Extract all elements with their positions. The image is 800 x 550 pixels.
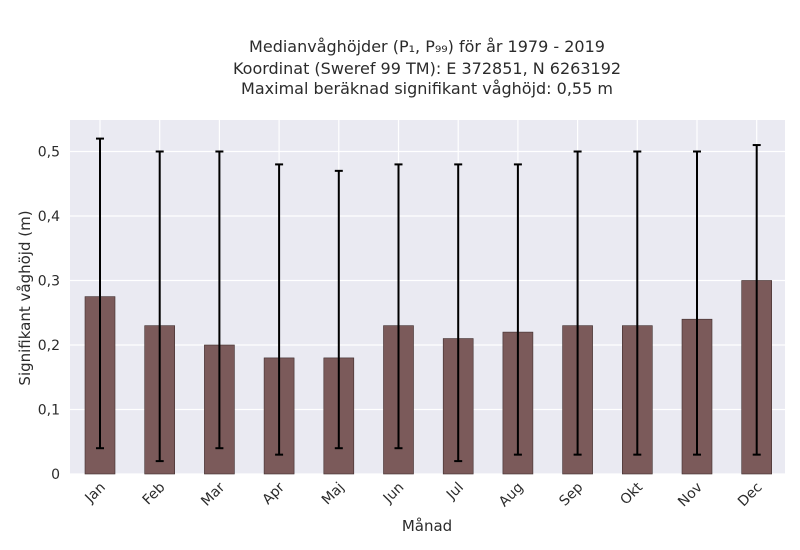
x-tick-label: Jan <box>82 480 109 507</box>
y-tick-label: 0,2 <box>38 338 60 354</box>
y-tick-label: 0,4 <box>38 209 60 225</box>
x-tick-label: Dec <box>735 480 765 510</box>
x-tick-label: Jun <box>380 480 407 507</box>
x-tick-label: Nov <box>675 480 706 511</box>
chart-title-line-3: Maximal beräknad signifikant våghöjd: 0,… <box>241 79 613 98</box>
x-tick-label: Okt <box>617 479 646 508</box>
chart-title-line-1: Medianvåghöjder (P₁, P₉₉) för år 1979 - … <box>249 37 605 56</box>
y-axis-label: Signifikant våghöjd (m) <box>16 210 34 385</box>
x-axis-label: Månad <box>402 517 452 535</box>
plot-area <box>70 120 785 474</box>
y-tick-label: 0,3 <box>38 274 60 290</box>
x-tick-label: Mar <box>198 479 228 509</box>
x-tick-label: Apr <box>259 479 288 508</box>
y-tick-label: 0,5 <box>38 145 60 161</box>
x-tick-label: Maj <box>319 480 348 509</box>
x-tick-label: Jul <box>443 480 467 504</box>
error-bars <box>96 137 761 463</box>
y-tick-label: 0 <box>51 467 60 483</box>
y-axis-ticks: 0 0,1 0,2 0,3 0,4 0,5 <box>38 145 60 484</box>
y-tick-label: 0,1 <box>38 403 60 419</box>
x-tick-label: Feb <box>140 479 169 508</box>
x-tick-label: Sep <box>556 479 586 509</box>
x-tick-label: Aug <box>496 480 527 511</box>
chart-title: Medianvåghöjder (P₁, P₉₉) för år 1979 - … <box>233 37 621 98</box>
chart-title-line-2: Koordinat (Sweref 99 TM): E 372851, N 62… <box>233 59 621 78</box>
x-axis-ticks: Jan Feb Mar Apr Maj Jun Jul Aug Sep Okt Nov Dec <box>82 479 766 510</box>
